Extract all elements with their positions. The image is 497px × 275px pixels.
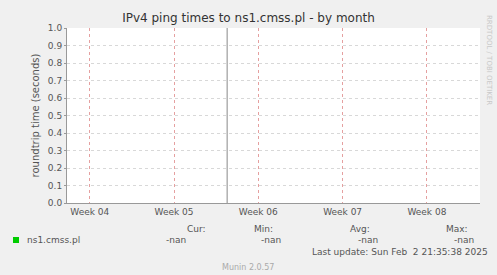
svg-text:ns1.cmss.pl: ns1.cmss.pl [27,235,80,245]
svg-text:Week 07: Week 07 [323,207,362,217]
svg-text:0.8: 0.8 [48,58,63,68]
svg-text:Munin 2.0.57: Munin 2.0.57 [222,263,274,272]
svg-text:RRDTOOL / TOBI OETIKER: RRDTOOL / TOBI OETIKER [485,15,493,105]
svg-text:roundtrip time (seconds): roundtrip time (seconds) [30,53,41,177]
svg-text:IPv4 ping times to ns1.cmss.pl: IPv4 ping times to ns1.cmss.pl - by mont… [122,11,375,25]
svg-text:Cur:: Cur: [187,224,206,234]
svg-text:Week 05: Week 05 [155,207,194,217]
svg-text:Week 08: Week 08 [407,207,446,217]
svg-text:0.3: 0.3 [48,146,62,156]
svg-text:1.0: 1.0 [48,23,63,33]
svg-text:0.9: 0.9 [48,41,63,51]
svg-text:Last update: Sun Feb 2 21:35:: Last update: Sun Feb 2 21:35:38 2025 [312,247,488,257]
svg-text:Avg:: Avg: [350,224,370,234]
svg-text:0.6: 0.6 [48,93,63,103]
svg-text:-nan: -nan [358,235,378,245]
svg-text:Week 06: Week 06 [239,207,278,217]
svg-text:-nan: -nan [454,235,474,245]
svg-text:-nan: -nan [261,235,281,245]
svg-text:0.0: 0.0 [48,198,63,208]
svg-text:0.5: 0.5 [48,111,62,121]
svg-text:0.4: 0.4 [48,128,63,138]
svg-text:Min:: Min: [254,224,273,234]
svg-text:Week 04: Week 04 [70,207,109,217]
svg-text:0.1: 0.1 [48,181,62,191]
svg-text:Max:: Max: [446,224,468,234]
svg-text:0.2: 0.2 [48,163,62,173]
svg-text:0.7: 0.7 [48,76,62,86]
svg-text:-nan: -nan [166,235,186,245]
